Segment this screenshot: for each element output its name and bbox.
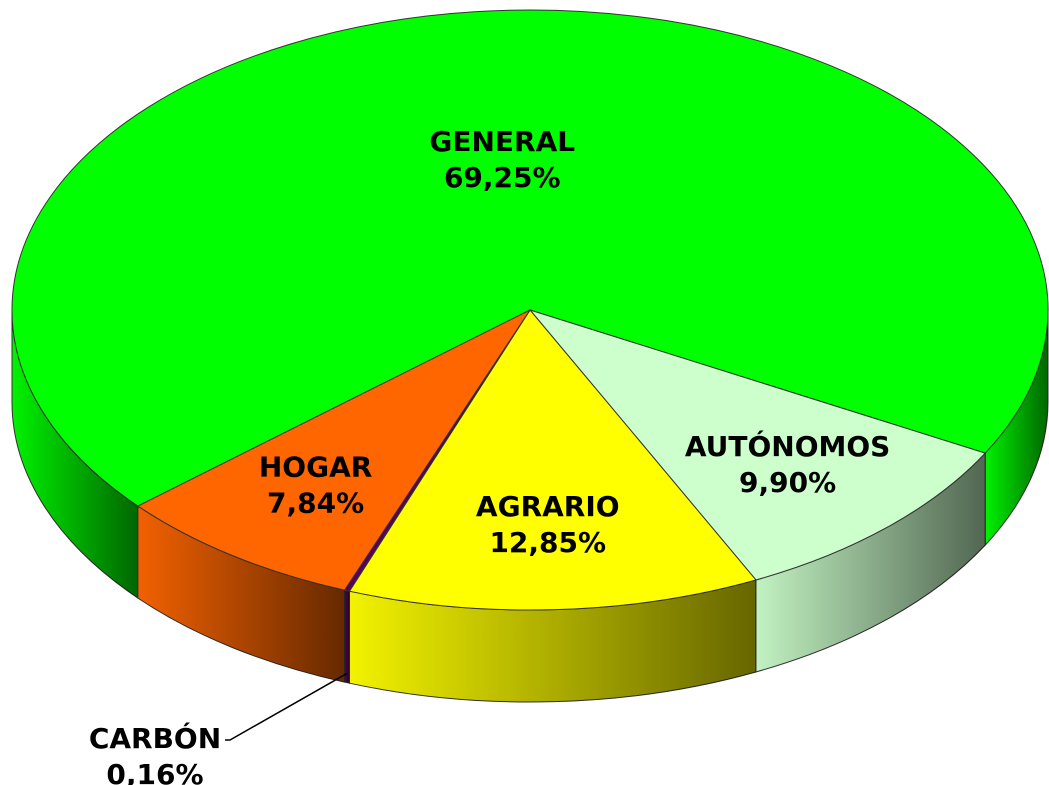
slice-label: CARBÓN (89, 721, 221, 755)
pie-slice (11, 9, 1049, 507)
pie-slice (136, 308, 532, 591)
slice-value-label: 12,85% (489, 526, 606, 559)
slice-label: GENERAL (429, 125, 575, 158)
pie-tops (11, 9, 1049, 611)
slice-value-label: 0,16% (106, 758, 203, 785)
side-shade (985, 310, 1048, 546)
slice-label: AUTÓNOMOS (685, 429, 891, 463)
slice-label: AGRARIO (476, 490, 620, 523)
slice-value-label: 7,84% (267, 487, 364, 520)
side-shade (137, 506, 345, 683)
slice-label: HOGAR (259, 451, 372, 484)
pie-sides (11, 309, 1049, 703)
side-shade (349, 579, 756, 702)
pie-slice (528, 309, 987, 581)
slice-value-label: 9,90% (739, 466, 836, 499)
side-shade (755, 453, 986, 672)
leader-line (225, 672, 348, 741)
slice-value-label: 69,25% (444, 161, 561, 194)
pie-slice (348, 309, 757, 611)
side-shade (344, 590, 350, 684)
